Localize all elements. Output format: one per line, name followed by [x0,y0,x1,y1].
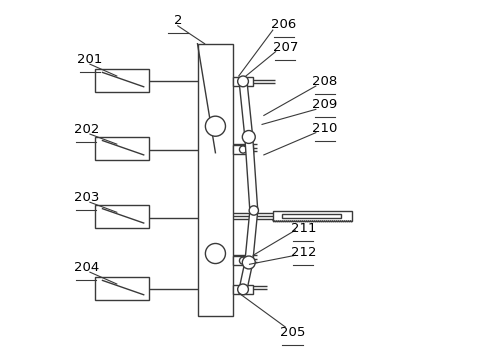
Text: 202: 202 [74,123,99,136]
Text: 206: 206 [271,18,296,31]
Bar [282,214,341,219]
Bar [95,69,149,92]
Circle shape [240,146,247,153]
Bar [273,211,352,221]
Bar [95,205,149,228]
Circle shape [249,206,258,215]
Circle shape [238,76,249,87]
Text: 208: 208 [312,75,337,88]
Circle shape [243,256,255,269]
Text: 212: 212 [290,246,316,259]
Text: 205: 205 [280,326,305,339]
Text: 204: 204 [74,261,99,274]
Circle shape [206,243,226,264]
Bar [234,285,253,294]
Bar [234,145,253,154]
Bar [95,137,149,160]
Circle shape [238,284,249,295]
Bar [234,77,253,86]
Text: 201: 201 [77,53,103,66]
Circle shape [243,131,255,143]
Polygon shape [245,210,257,263]
Text: 207: 207 [272,41,298,54]
Circle shape [240,286,247,293]
Text: 209: 209 [312,98,337,111]
Bar [95,277,149,300]
Bar [198,44,234,316]
Polygon shape [239,81,252,138]
Circle shape [240,257,247,264]
Text: 2: 2 [174,14,182,27]
Polygon shape [245,137,258,211]
Text: 203: 203 [74,192,99,204]
Polygon shape [239,262,252,290]
Circle shape [240,78,247,85]
Text: 211: 211 [290,222,316,235]
Bar [234,256,253,265]
Text: 210: 210 [312,122,337,135]
Circle shape [206,116,226,136]
